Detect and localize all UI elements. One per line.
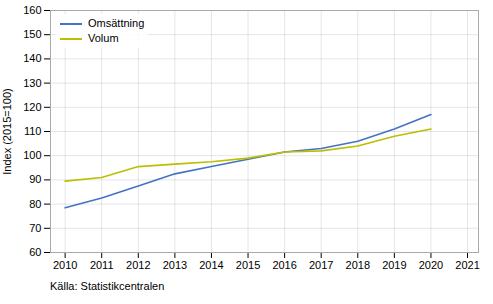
svg-text:70: 70 xyxy=(29,222,41,234)
svg-text:2011: 2011 xyxy=(90,259,114,271)
svg-text:150: 150 xyxy=(23,28,41,40)
svg-text:90: 90 xyxy=(29,173,41,185)
svg-text:2016: 2016 xyxy=(272,259,296,271)
svg-text:160: 160 xyxy=(23,4,41,16)
svg-text:140: 140 xyxy=(23,52,41,64)
svg-text:100: 100 xyxy=(23,149,41,161)
svg-text:2017: 2017 xyxy=(309,259,333,271)
svg-text:2012: 2012 xyxy=(126,259,150,271)
svg-text:2014: 2014 xyxy=(199,259,223,271)
svg-text:120: 120 xyxy=(23,101,41,113)
svg-text:130: 130 xyxy=(23,77,41,89)
svg-text:2013: 2013 xyxy=(163,259,187,271)
svg-text:2019: 2019 xyxy=(382,259,406,271)
svg-text:2018: 2018 xyxy=(346,259,370,271)
svg-text:2010: 2010 xyxy=(53,259,77,271)
html-text:Omsättning: Omsättning xyxy=(88,17,145,29)
svg-text:Index (2015=100): Index (2015=100) xyxy=(1,88,13,175)
svg-text:80: 80 xyxy=(29,198,41,210)
html-text:Källa: Statistikcentralen: Källa: Statistikcentralen xyxy=(50,280,165,292)
svg-text:110: 110 xyxy=(24,125,42,137)
html-text:Volum: Volum xyxy=(88,32,119,44)
svg-text:2021: 2021 xyxy=(455,259,479,271)
svg-text:2015: 2015 xyxy=(236,259,260,271)
svg-text:2020: 2020 xyxy=(419,259,443,271)
svg-text:60: 60 xyxy=(29,246,41,258)
